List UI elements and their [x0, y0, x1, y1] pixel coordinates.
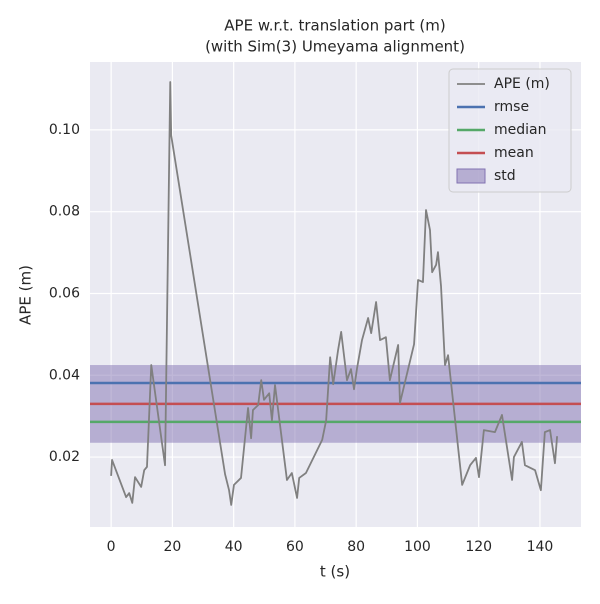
x-tick-label: 60	[286, 539, 304, 555]
chart-subtitle: (with Sim(3) Umeyama alignment)	[205, 38, 465, 56]
chart-title: APE w.r.t. translation part (m)	[224, 17, 445, 35]
ape-line	[110, 81, 559, 506]
y-axis-label: APE (m)	[17, 265, 35, 325]
x-tick-label: 140	[527, 539, 554, 555]
legend-label: median	[494, 122, 546, 138]
x-tick-label: 40	[225, 539, 243, 555]
x-axis-label: t (s)	[320, 563, 350, 581]
legend-swatch	[456, 168, 486, 184]
y-tick-label: 0.04	[49, 367, 80, 383]
x-tick-label: 0	[107, 539, 116, 555]
x-tick-label: 20	[163, 539, 181, 555]
legend-label: rmse	[494, 99, 529, 115]
x-tick-label: 120	[465, 539, 492, 555]
y-tick-label: 0.08	[49, 204, 80, 220]
y-tick-label: 0.02	[49, 449, 80, 465]
x-tick-label: 80	[347, 539, 365, 555]
y-tick-label: 0.10	[49, 122, 80, 138]
y-tick-label: 0.06	[49, 285, 80, 301]
legend-label: APE (m)	[494, 76, 550, 92]
legend-label: mean	[494, 145, 534, 161]
legend-box	[448, 68, 572, 193]
legend-label: std	[494, 168, 516, 184]
x-tick-label: 100	[404, 539, 431, 555]
